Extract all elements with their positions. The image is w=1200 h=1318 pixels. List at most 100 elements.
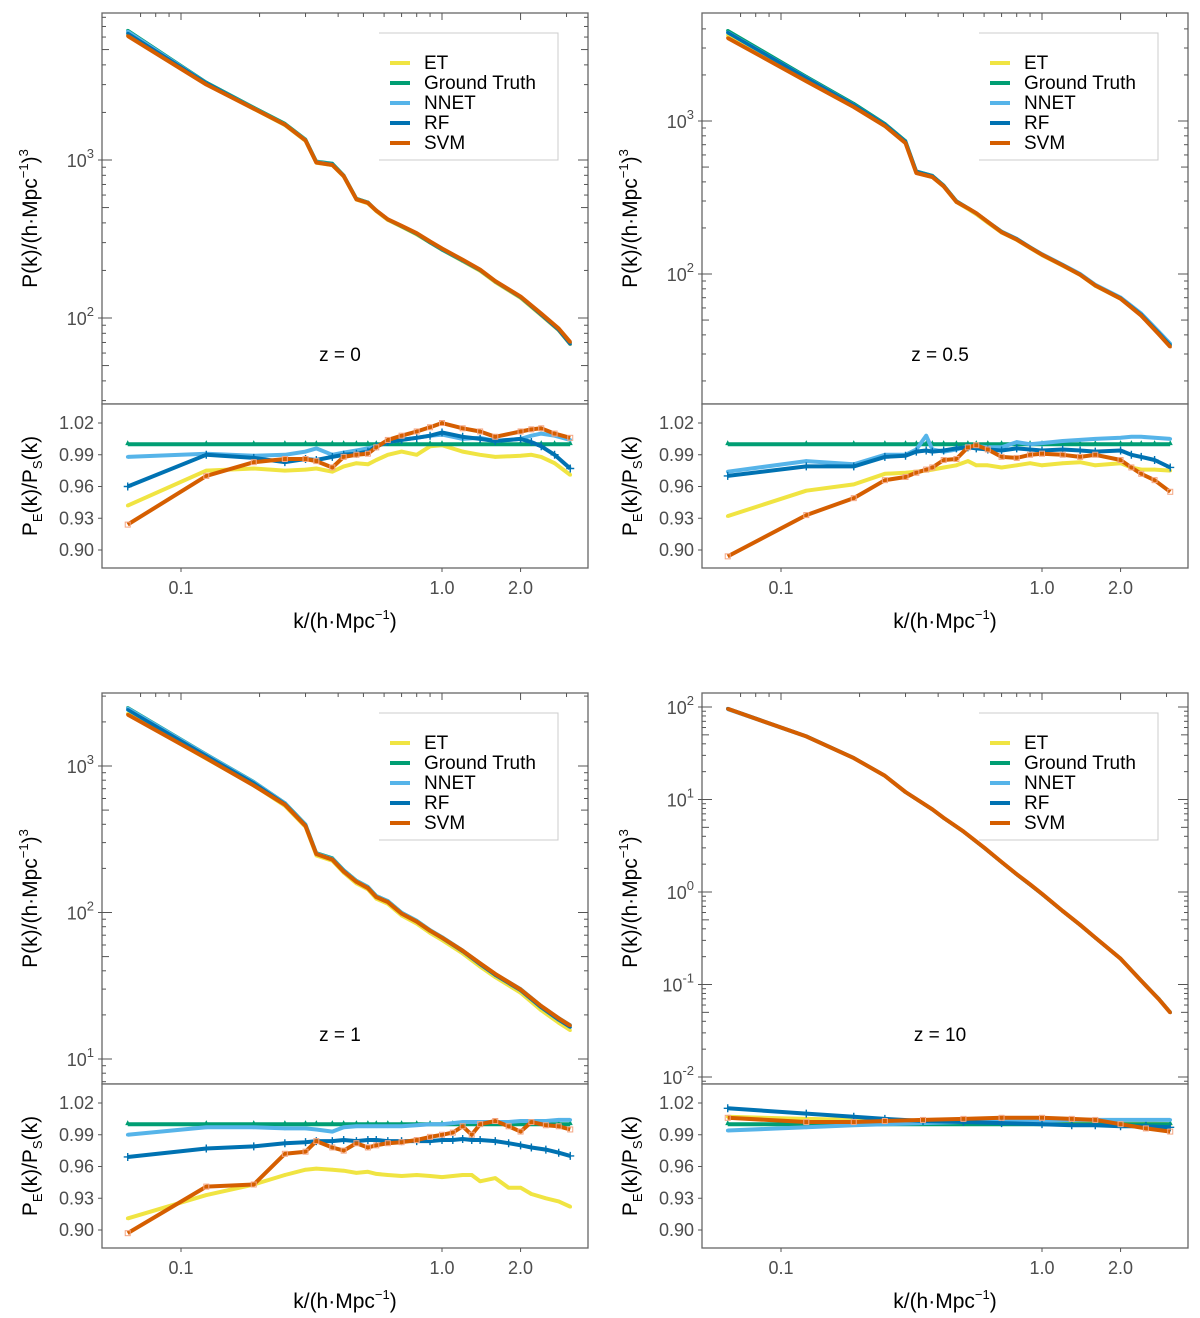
- pk-point-svm: [974, 211, 978, 215]
- ratio-point-nnet: [386, 1124, 390, 1129]
- ratio-point-ground-truth: [913, 440, 919, 446]
- ratio-point-svm: [555, 1123, 562, 1130]
- ratio-y-tick-label: 1.02: [59, 1093, 94, 1113]
- ratio-point-svm: [203, 472, 210, 479]
- pk-point-svm: [954, 200, 959, 204]
- ratio-point-ground-truth: [353, 440, 359, 446]
- y-tick-label: 103: [67, 752, 94, 777]
- ratio-point-ground-truth: [941, 440, 947, 446]
- ratio-point-nnet: [283, 1126, 287, 1131]
- ratio-point-et: [354, 1171, 359, 1175]
- x-axis-title-exponent: −1: [975, 1287, 990, 1302]
- y-tick-exponent: -2: [682, 1063, 694, 1078]
- ratio-point-svm: [281, 1150, 288, 1157]
- top-plot-frame: [701, 692, 1189, 1085]
- ratio-point-rf: [802, 462, 811, 471]
- y-tick-base: 10: [667, 883, 687, 903]
- ratio-point-nnet: [303, 449, 308, 454]
- ratio-line-svm: [726, 443, 1172, 559]
- legend-label: Ground Truth: [1024, 73, 1136, 94]
- ratio-point-et: [399, 1174, 404, 1178]
- y-tick-base: 10: [662, 1068, 682, 1088]
- pk-point-svm: [126, 713, 130, 717]
- ratio-point-rf: [1137, 452, 1146, 461]
- ratio-point-svm: [1151, 477, 1158, 484]
- ratio-point-ground-truth: [203, 1120, 209, 1126]
- ratio-point-et: [451, 1174, 455, 1178]
- ratio-point-svm: [124, 521, 131, 528]
- x-axis-title-close: ): [990, 610, 997, 633]
- ratio-point-svm: [923, 466, 930, 473]
- pk-point-svm: [374, 208, 378, 213]
- ratio-point-nnet: [1129, 434, 1134, 439]
- ratio-y-tick-label: 0.93: [59, 1188, 94, 1208]
- ratio-point-svm: [340, 1147, 347, 1154]
- ratio-point-svm: [302, 1148, 309, 1155]
- y-tick-label: 102: [667, 260, 694, 285]
- pk-point-svm: [986, 220, 990, 224]
- x-tick-label: 0.1: [768, 578, 793, 598]
- ratio-point-et: [568, 1204, 573, 1209]
- ratio-point-rf: [527, 438, 536, 447]
- y-axis-title-bottom-p1: P: [19, 1202, 42, 1216]
- pk-point-svm: [415, 919, 419, 924]
- y-tick-exponent: 3: [687, 107, 694, 122]
- pk-point-svm: [804, 79, 808, 83]
- pk-point-svm: [999, 230, 1004, 234]
- ratio-point-et: [460, 449, 465, 454]
- y-tick-base: 10: [667, 112, 687, 132]
- x-tick-label: 2.0: [1108, 578, 1133, 598]
- ratio-plot-frame: [101, 403, 589, 569]
- pk-point-svm: [399, 224, 404, 228]
- legend-label: NNET: [1024, 773, 1076, 794]
- ratio-point-ground-truth: [903, 440, 909, 446]
- pk-point-svm: [961, 829, 966, 833]
- y-tick-base: 10: [662, 976, 682, 996]
- ratio-point-nnet: [1152, 436, 1157, 440]
- y-axis-title-top-exp1: −1: [616, 163, 631, 178]
- x-axis-title-main: k/(h·Mpc: [893, 610, 975, 633]
- ratio-line-svm: [126, 1119, 571, 1235]
- ratio-point-svm: [803, 512, 810, 519]
- ratio-point-rf: [723, 471, 732, 480]
- x-tick-label: 0.1: [768, 1258, 793, 1278]
- ratio-y-tick-label: 0.96: [659, 477, 694, 497]
- ratio-point-svm: [528, 426, 535, 433]
- ratio-point-ground-truth: [203, 440, 209, 446]
- ratio-point-svm: [1027, 451, 1034, 458]
- ratio-point-rf: [537, 442, 546, 451]
- ratio-point-rf: [280, 1139, 289, 1148]
- y-tick-exponent: 1: [687, 786, 694, 801]
- ratio-point-nnet: [529, 433, 534, 438]
- y-tick-label: 10-1: [662, 971, 694, 996]
- ratio-point-et: [954, 463, 959, 468]
- pk-point-svm: [493, 972, 497, 976]
- ratio-point-ground-truth: [567, 440, 573, 446]
- pk-point-svm: [914, 171, 918, 175]
- y-axis-title-bottom: PE(k)/PS(k): [19, 436, 45, 536]
- pk-point-svm: [1015, 238, 1019, 242]
- ratio-point-rf: [448, 1136, 457, 1145]
- pk-point-svm: [428, 239, 432, 244]
- y-tick-base: 10: [667, 265, 687, 285]
- ratio-point-ground-truth: [399, 1120, 405, 1126]
- x-tick-label: 1.0: [1029, 578, 1054, 598]
- ratio-point-ground-truth: [882, 440, 888, 446]
- pk-point-svm: [342, 174, 346, 178]
- legend-label: Ground Truth: [424, 73, 536, 94]
- y-tick-base: 10: [67, 904, 87, 924]
- pk-point-svm: [252, 783, 256, 788]
- y-tick-base: 10: [67, 1050, 87, 1070]
- x-tick-label: 1.0: [1029, 1258, 1054, 1278]
- ratio-point-svm: [517, 1128, 524, 1135]
- ratio-point-svm: [492, 1117, 499, 1124]
- y-axis-title-bottom-sub1: E: [630, 513, 645, 522]
- legend-label: RF: [1024, 113, 1049, 134]
- pk-point-svm: [1118, 957, 1123, 961]
- y-axis-title-top-exp1: −1: [16, 843, 31, 858]
- ratio-point-svm: [492, 433, 499, 440]
- ratio-point-ground-truth: [282, 440, 288, 446]
- legend-label: NNET: [1024, 93, 1076, 114]
